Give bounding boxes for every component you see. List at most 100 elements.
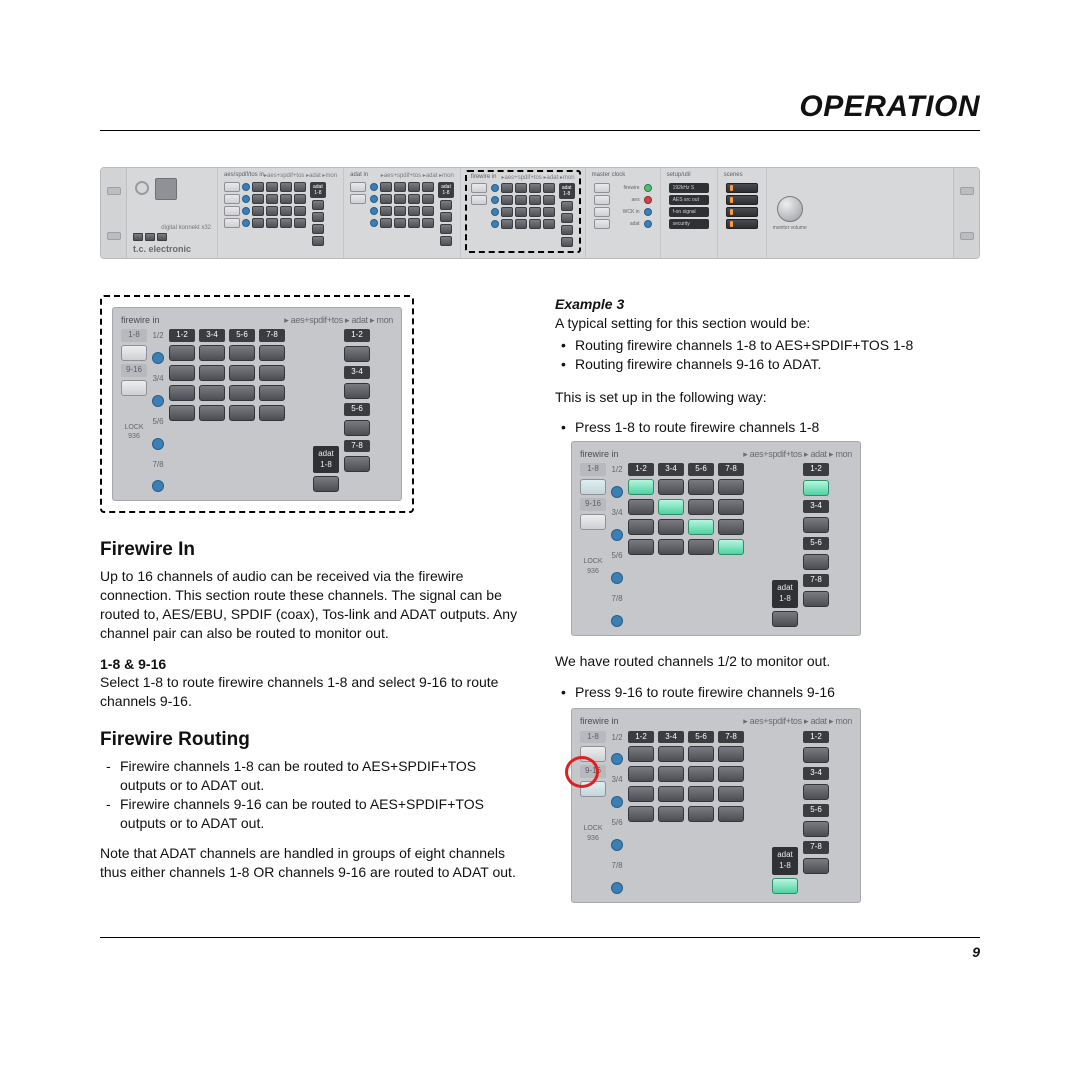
p2-h1: 3-4 [658, 731, 684, 744]
p2-c0: 1/2 [611, 733, 622, 744]
page-number: 9 [100, 944, 980, 960]
p1-m3b[interactable] [803, 591, 829, 607]
p2-adat: adat1-8 [772, 847, 798, 875]
p1-title-l: firewire in [580, 448, 619, 460]
setup-v2: f-on signal [669, 207, 709, 217]
p2-m3: 7-8 [803, 841, 829, 854]
mon-78: 7-8 [344, 440, 370, 453]
p1-title-r: ▸ aes+spdif+tos ▸ adat ▸ mon [743, 448, 852, 460]
ch-56: 5/6 [152, 417, 163, 428]
mst-r0-k: firewire [614, 185, 640, 191]
p2-led3 [611, 882, 623, 894]
p2-m3b[interactable] [803, 858, 829, 874]
col-78: 7-8 [259, 329, 285, 342]
p2-title-l: firewire in [580, 715, 619, 727]
adat-btn[interactable] [313, 476, 339, 492]
mon-12-btn[interactable] [344, 346, 370, 362]
p1-m0: 1-2 [803, 463, 829, 476]
mon-56: 5-6 [344, 403, 370, 416]
p1-h1: 3-4 [658, 463, 684, 476]
lock-label: LOCK936 [124, 423, 143, 442]
aes-dest: ▸aes+spdif+tos ▸adat ▸mon [264, 172, 337, 179]
panel-step1: firewire in ▸ aes+spdif+tos ▸ adat ▸ mon… [571, 441, 861, 635]
ch-78: 7/8 [152, 460, 163, 471]
p2-m2: 5-6 [803, 804, 829, 817]
led-56 [152, 438, 164, 450]
brand-column: digital konnekt x32 t.c. electronic [127, 168, 217, 258]
p1-m1b[interactable] [803, 517, 829, 533]
power-icon [135, 181, 149, 195]
setup-v0: 192kHz S [669, 183, 709, 193]
rt-item-2: Firewire channels 9-16 can be routed to … [100, 795, 525, 833]
example-heading: Example 3 [555, 295, 980, 314]
step-1: Press 1-8 to route firewire channels 1-8 [555, 418, 980, 437]
p1-lock: LOCK936 [583, 557, 602, 576]
sel-1-8-button[interactable] [121, 345, 147, 361]
p2-h3: 7-8 [718, 731, 744, 744]
firewire-highlight-box: firewire in▸aes+spdif+tos ▸adat ▸mon ada… [465, 170, 581, 253]
p1-m2b[interactable] [803, 554, 829, 570]
p1-sel18-btn[interactable] [580, 479, 606, 495]
mst-r3-k: adat [614, 221, 640, 227]
adat-dest: ▸aes+spdif+tos ▸adat ▸mon [381, 172, 454, 179]
p2-h2: 5-6 [688, 731, 714, 744]
h-firewire-in: Firewire In [100, 537, 525, 563]
p2-m2b[interactable] [803, 821, 829, 837]
firewire-detail-dashed: firewire in ▸ aes+spdif+tos ▸ adat ▸ mon… [100, 295, 414, 513]
scene-2[interactable] [726, 195, 758, 205]
p1-sel916: 9-16 [580, 498, 606, 511]
p1-led2 [611, 572, 623, 584]
p1-led3 [611, 615, 623, 627]
p2-sel18: 1-8 [580, 731, 606, 744]
mid-note: We have routed channels 1/2 to monitor o… [555, 652, 980, 671]
master-header: master clock [592, 172, 626, 178]
mon-78-btn[interactable] [344, 456, 370, 472]
setup-v3: security [669, 219, 709, 229]
led-34 [152, 395, 164, 407]
panel-title-l: firewire in [121, 314, 160, 326]
aes-title: aes/spdif/tos in [224, 172, 264, 179]
p1-c2: 5/6 [611, 551, 622, 562]
rack-unit: digital konnekt x32 t.c. electronic aes/… [100, 167, 980, 259]
model-label: digital konnekt x32 [133, 225, 211, 231]
p2-c1: 3/4 [611, 775, 622, 786]
p1-m0b[interactable] [803, 480, 829, 496]
scene-1[interactable] [726, 183, 758, 193]
ex-b2: Routing firewire channels 9-16 to ADAT. [555, 355, 980, 374]
scenes-header: scenes [724, 172, 743, 178]
p2-m0: 1-2 [803, 731, 829, 744]
p1-m2: 5-6 [803, 537, 829, 550]
p2-m0b[interactable] [803, 747, 829, 763]
col-34: 3-4 [199, 329, 225, 342]
p1-adat-btn[interactable] [772, 611, 798, 627]
scene-4[interactable] [726, 219, 758, 229]
p1-sel916-btn[interactable] [580, 514, 606, 530]
mon-56-btn[interactable] [344, 420, 370, 436]
p-sub1: Select 1-8 to route firewire channels 1-… [100, 673, 525, 711]
mon-34-btn[interactable] [344, 383, 370, 399]
p2-m1: 3-4 [803, 767, 829, 780]
module-firewire: firewire in▸aes+spdif+tos ▸adat ▸mon ada… [460, 168, 585, 258]
p1-sel18: 1-8 [580, 463, 606, 476]
p2-led1 [611, 796, 623, 808]
scene-3[interactable] [726, 207, 758, 217]
sel-9-16-button[interactable] [121, 380, 147, 396]
p2-c3: 7/8 [611, 861, 622, 872]
p1-m1: 3-4 [803, 500, 829, 513]
adat-title: adat in [350, 172, 368, 179]
monitor-knob[interactable] [777, 196, 803, 222]
firewire-panel-detail: firewire in ▸ aes+spdif+tos ▸ adat ▸ mon… [112, 307, 402, 501]
module-aes: aes/spdif/tos in▸aes+spdif+tos ▸adat ▸mo… [217, 168, 343, 258]
p1-h3: 7-8 [718, 463, 744, 476]
bottom-rule [100, 937, 980, 938]
left-column: firewire in ▸ aes+spdif+tos ▸ adat ▸ mon… [100, 295, 525, 903]
mst-r1-k: aes [614, 197, 640, 203]
setup-v1: AES src out [669, 195, 709, 205]
sel-1-8-label: 1-8 [121, 329, 147, 342]
p1-led1 [611, 529, 623, 541]
p1-h2: 5-6 [688, 463, 714, 476]
p1-c0: 1/2 [611, 465, 622, 476]
p2-adat-btn[interactable] [772, 878, 798, 894]
p2-m1b[interactable] [803, 784, 829, 800]
top-rule [100, 130, 980, 131]
